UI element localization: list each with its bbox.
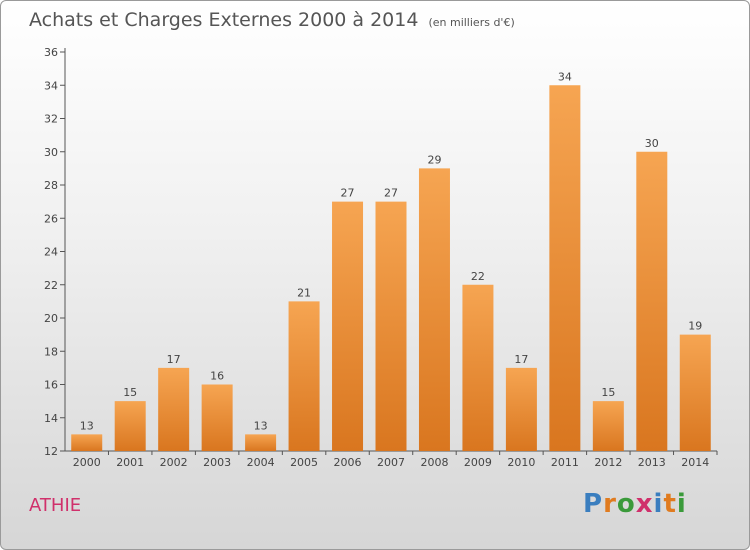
chart-title-text: Achats et Charges Externes 2000 à 2014 bbox=[29, 9, 419, 31]
y-tick-label: 32 bbox=[44, 113, 58, 126]
bar bbox=[418, 168, 450, 451]
data-label: 22 bbox=[471, 270, 485, 283]
logo-letter: r bbox=[603, 489, 617, 519]
proxiti-logo: Proxiti bbox=[583, 489, 687, 519]
bar bbox=[158, 367, 190, 451]
data-label: 27 bbox=[341, 187, 355, 200]
logo-letter: t bbox=[663, 489, 677, 519]
logo-letter: i bbox=[676, 489, 687, 519]
data-label: 16 bbox=[210, 370, 224, 383]
y-tick-label: 24 bbox=[44, 246, 58, 259]
data-labels: 13 15 17 16 13 21 27 27 29 22 17 34 15 30 19 bbox=[80, 70, 703, 432]
logo-letter: x bbox=[635, 489, 654, 519]
logo-letter: o bbox=[616, 489, 636, 519]
x-tick-label: 2001 bbox=[116, 456, 144, 469]
chart-title: Achats et Charges Externes 2000 à 2014 (e… bbox=[29, 9, 515, 31]
x-tick-label: 2007 bbox=[377, 456, 405, 469]
logo-letter: i bbox=[653, 489, 664, 519]
y-tick-label: 30 bbox=[44, 146, 58, 159]
bar bbox=[332, 201, 364, 451]
y-tick-label: 16 bbox=[44, 379, 58, 392]
y-tick-label: 28 bbox=[44, 179, 58, 192]
bar bbox=[201, 384, 233, 451]
data-label: 15 bbox=[601, 386, 615, 399]
x-tick-label: 2014 bbox=[681, 456, 709, 469]
data-label: 21 bbox=[297, 286, 311, 299]
x-tick-label: 2010 bbox=[507, 456, 535, 469]
bar bbox=[636, 151, 668, 451]
bar bbox=[375, 201, 407, 451]
y-tick-label: 12 bbox=[44, 445, 58, 458]
bar bbox=[288, 301, 320, 451]
y-tick-label: 20 bbox=[44, 312, 58, 325]
bar bbox=[505, 367, 537, 451]
logo-letter: P bbox=[583, 489, 604, 519]
bar bbox=[71, 434, 103, 451]
data-label: 17 bbox=[514, 353, 528, 366]
data-label: 19 bbox=[688, 320, 702, 333]
bar bbox=[245, 434, 277, 451]
bar bbox=[592, 401, 624, 451]
data-label: 17 bbox=[167, 353, 181, 366]
y-tick-label: 18 bbox=[44, 345, 58, 358]
x-tick-label: 2006 bbox=[334, 456, 362, 469]
bar bbox=[114, 401, 146, 451]
chart-subtitle: (en milliers d'€) bbox=[428, 16, 515, 29]
x-tick-label: 2004 bbox=[247, 456, 275, 469]
y-tick-label: 22 bbox=[44, 279, 58, 292]
data-label: 13 bbox=[254, 419, 268, 432]
bar bbox=[462, 284, 494, 451]
y-tick-label: 36 bbox=[44, 46, 58, 59]
commune-name: ATHIE bbox=[29, 495, 82, 516]
y-tick-label: 14 bbox=[44, 412, 58, 425]
x-tick-label: 2005 bbox=[290, 456, 318, 469]
x-tick-label: 2011 bbox=[551, 456, 579, 469]
y-tick-label: 26 bbox=[44, 212, 58, 225]
x-tick-label: 2008 bbox=[420, 456, 448, 469]
data-label: 27 bbox=[384, 187, 398, 200]
bar bbox=[549, 85, 581, 451]
data-label: 34 bbox=[558, 70, 572, 83]
x-tick-label: 2012 bbox=[594, 456, 622, 469]
y-tick-label: 34 bbox=[44, 79, 58, 92]
data-label: 15 bbox=[123, 386, 137, 399]
x-tick-label: 2002 bbox=[160, 456, 188, 469]
x-tick-label: 2013 bbox=[638, 456, 666, 469]
data-label: 30 bbox=[645, 137, 659, 150]
data-label: 13 bbox=[80, 419, 94, 432]
bars bbox=[71, 85, 711, 451]
x-tick-label: 2009 bbox=[464, 456, 492, 469]
bar bbox=[679, 334, 711, 451]
data-label: 29 bbox=[427, 153, 441, 166]
x-tick-label: 2003 bbox=[203, 456, 231, 469]
x-tick-label: 2000 bbox=[73, 456, 101, 469]
